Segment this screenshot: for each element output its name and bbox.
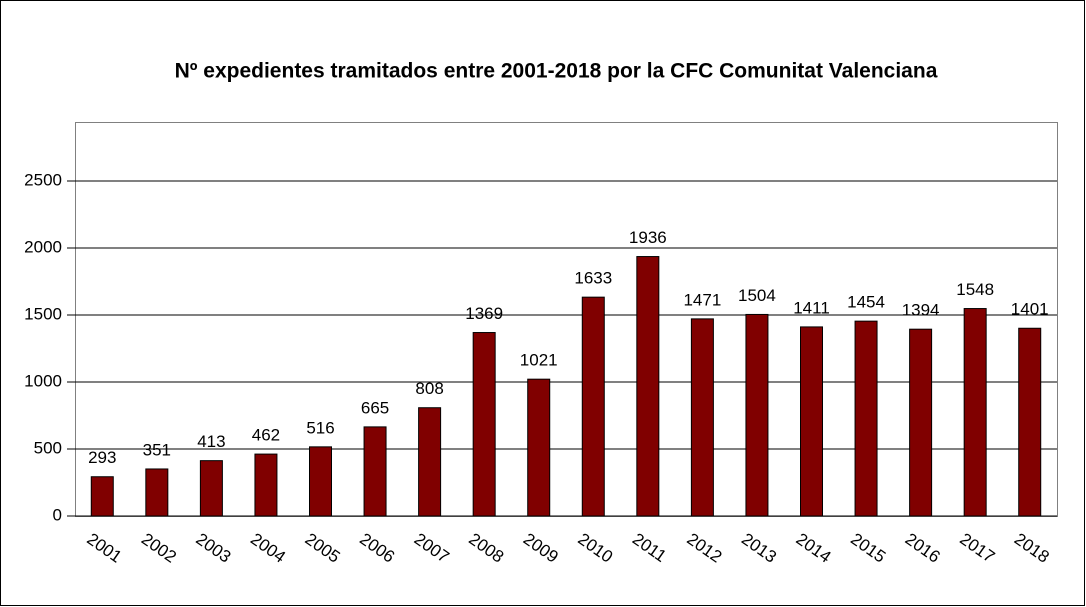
data-label: 1504 xyxy=(738,286,776,305)
bar xyxy=(472,332,496,517)
data-label: 1394 xyxy=(902,301,940,320)
bar xyxy=(854,320,878,517)
bar xyxy=(581,296,605,517)
bar xyxy=(199,460,223,517)
data-label: 1471 xyxy=(683,290,721,309)
data-label: 1411 xyxy=(793,298,830,317)
data-label: 665 xyxy=(361,398,389,417)
bar xyxy=(90,476,114,517)
data-label: 1369 xyxy=(465,304,503,323)
y-tick-label: 500 xyxy=(34,438,62,457)
bar xyxy=(309,446,332,517)
data-label: 1548 xyxy=(956,280,994,299)
data-label: 1021 xyxy=(520,351,558,370)
y-tick-label: 2500 xyxy=(24,170,62,189)
bar xyxy=(909,328,933,517)
y-tick-label: 1500 xyxy=(24,304,62,323)
chart-title: Nº expedientes tramitados entre 2001-201… xyxy=(175,60,938,83)
data-label: 351 xyxy=(143,440,171,459)
bar xyxy=(800,326,823,517)
bar xyxy=(963,308,987,517)
bar xyxy=(527,378,551,517)
data-label: 516 xyxy=(306,418,334,437)
data-label: 1401 xyxy=(1011,300,1049,319)
data-label: 808 xyxy=(415,379,443,398)
bar xyxy=(254,453,278,517)
bar xyxy=(690,318,714,517)
data-label: 1936 xyxy=(629,228,667,247)
data-label: 1454 xyxy=(847,293,885,312)
y-tick-label: 0 xyxy=(53,505,62,524)
bar xyxy=(145,468,169,517)
data-label: 462 xyxy=(252,426,280,445)
bar xyxy=(363,426,387,517)
bar xyxy=(1018,327,1042,517)
bar xyxy=(636,256,660,517)
bar xyxy=(745,313,769,517)
data-label: 293 xyxy=(88,448,116,467)
bar xyxy=(418,407,442,517)
y-tick-label: 2000 xyxy=(24,237,62,256)
data-label: 413 xyxy=(197,432,225,451)
y-tick-label: 1000 xyxy=(24,371,62,390)
data-label: 1633 xyxy=(574,269,612,288)
